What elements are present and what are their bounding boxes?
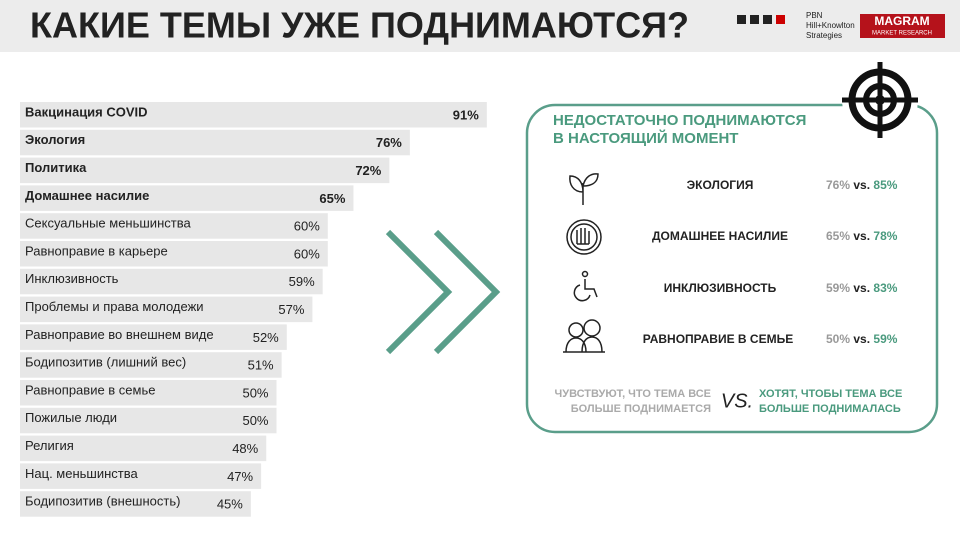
bar bbox=[20, 380, 277, 406]
value-label: 76% bbox=[376, 135, 402, 150]
value-label: 65% bbox=[319, 191, 345, 206]
value-label: 60% bbox=[294, 246, 320, 261]
topic-label: ИНКЛЮЗИВНОСТЬ bbox=[664, 281, 777, 295]
category-label: Бодипозитив (лишний вес) bbox=[25, 355, 186, 370]
slide-title: КАКИЕ ТЕМЫ УЖЕ ПОДНИМАЮТСЯ? bbox=[30, 5, 689, 46]
value-label: 59% bbox=[289, 274, 315, 289]
now-value: 59% bbox=[826, 281, 850, 295]
category-label: Пожилые люди bbox=[25, 410, 117, 425]
panel-heading: НЕДОСТАТОЧНО ПОДНИМАЮТСЯ bbox=[553, 112, 806, 129]
bar bbox=[20, 352, 282, 378]
now-value: 65% bbox=[826, 229, 850, 243]
value-label: 57% bbox=[278, 302, 304, 317]
value-label: 51% bbox=[248, 358, 274, 373]
comparison: 76% vs. 85% bbox=[826, 178, 898, 192]
icon-plant bbox=[569, 173, 599, 205]
now-value: 76% bbox=[826, 178, 850, 192]
topic-label: ДОМАШНЕЕ НАСИЛИЕ bbox=[652, 229, 788, 243]
value-label: 50% bbox=[242, 413, 268, 428]
want-value: 78% bbox=[873, 229, 897, 243]
logo-pbn: PBN Hill+Knowlton Strategies bbox=[737, 11, 855, 40]
bar bbox=[20, 463, 262, 489]
category-label: Равноправие в семье bbox=[25, 382, 155, 397]
panel-heading: В НАСТОЯЩИЙ МОМЕНТ bbox=[553, 129, 738, 147]
logo-text: MAGRAM bbox=[874, 14, 929, 28]
topic-label: РАВНОПРАВИЕ В СЕМЬЕ bbox=[643, 332, 793, 346]
vs: vs. bbox=[853, 332, 870, 346]
category-label: Равноправие во внешнем виде bbox=[25, 327, 214, 342]
bar bbox=[20, 407, 277, 434]
category-label: Вакцинация COVID bbox=[25, 104, 148, 119]
target-icon bbox=[842, 62, 918, 138]
icon-wheelchair bbox=[573, 270, 598, 302]
now-value: 50% bbox=[826, 332, 850, 346]
logo-text: Hill+Knowlton bbox=[806, 21, 855, 30]
bar bbox=[20, 324, 287, 350]
logo-text: Strategies bbox=[806, 31, 842, 40]
value-label: 91% bbox=[453, 107, 479, 122]
legend-right: БОЛЬШЕ ПОДНИМАЛАСЬ bbox=[759, 403, 901, 415]
value-label: 50% bbox=[242, 385, 268, 400]
want-value: 59% bbox=[873, 332, 897, 346]
category-label: Бодипозитив (внешность) bbox=[25, 494, 180, 509]
bar-chart: Вакцинация COVID 91% Экология 76% Политика 72… bbox=[20, 102, 487, 517]
category-label: Политика bbox=[25, 160, 87, 175]
logo-magram: MAGRAM MARKET RESEARCH bbox=[860, 14, 945, 38]
logo-text: PBN bbox=[806, 11, 823, 20]
icon-family bbox=[563, 319, 605, 353]
bar bbox=[20, 296, 313, 323]
bar bbox=[20, 241, 328, 267]
panel bbox=[525, 103, 939, 434]
category-label: Проблемы и права молодежи bbox=[25, 299, 204, 314]
bar bbox=[20, 157, 390, 184]
bar bbox=[20, 268, 323, 295]
value-label: 60% bbox=[294, 219, 320, 234]
category-label: Домашнее насилие bbox=[25, 188, 149, 203]
logo-text: MARKET RESEARCH bbox=[872, 31, 932, 37]
value-label: 48% bbox=[232, 441, 258, 456]
bar bbox=[20, 129, 410, 156]
value-label: 52% bbox=[253, 330, 279, 345]
category-label: Нац. меньшинства bbox=[25, 466, 138, 481]
header-band bbox=[0, 0, 960, 52]
legend-left: ЧУВСТВУЮТ, ЧТО ТЕМА ВСЕ bbox=[555, 388, 711, 400]
value-label: 45% bbox=[217, 497, 243, 512]
legend-vs: VS. bbox=[721, 390, 753, 412]
topic-label: ЭКОЛОГИЯ bbox=[687, 178, 754, 192]
want-value: 83% bbox=[873, 281, 897, 295]
vs: vs. bbox=[853, 178, 870, 192]
icon-stop bbox=[566, 219, 602, 255]
chevrons bbox=[385, 229, 501, 355]
vs: vs. bbox=[853, 281, 870, 295]
bar bbox=[20, 491, 251, 517]
comparison: 65% vs. 78% bbox=[826, 229, 898, 243]
category-label: Равноправие в карьере bbox=[25, 243, 168, 258]
category-label: Сексуальные меньшинства bbox=[25, 216, 191, 231]
bar bbox=[20, 185, 354, 211]
value-label: 72% bbox=[355, 163, 381, 178]
legend-left: БОЛЬШЕ ПОДНИМАЕТСЯ bbox=[571, 403, 711, 415]
category-label: Экология bbox=[25, 132, 85, 147]
vs: vs. bbox=[853, 229, 870, 243]
category-label: Инклюзивность bbox=[25, 271, 119, 286]
comparison: 50% vs. 59% bbox=[826, 332, 898, 346]
bar bbox=[20, 213, 328, 239]
comparison: 59% vs. 83% bbox=[826, 281, 898, 295]
legend-right: ХОТЯТ, ЧТОБЫ ТЕМА ВСЕ bbox=[759, 388, 902, 400]
bar bbox=[20, 435, 267, 462]
category-label: Религия bbox=[25, 438, 74, 453]
want-value: 85% bbox=[873, 178, 897, 192]
bar bbox=[20, 102, 487, 128]
value-label: 47% bbox=[227, 469, 253, 484]
